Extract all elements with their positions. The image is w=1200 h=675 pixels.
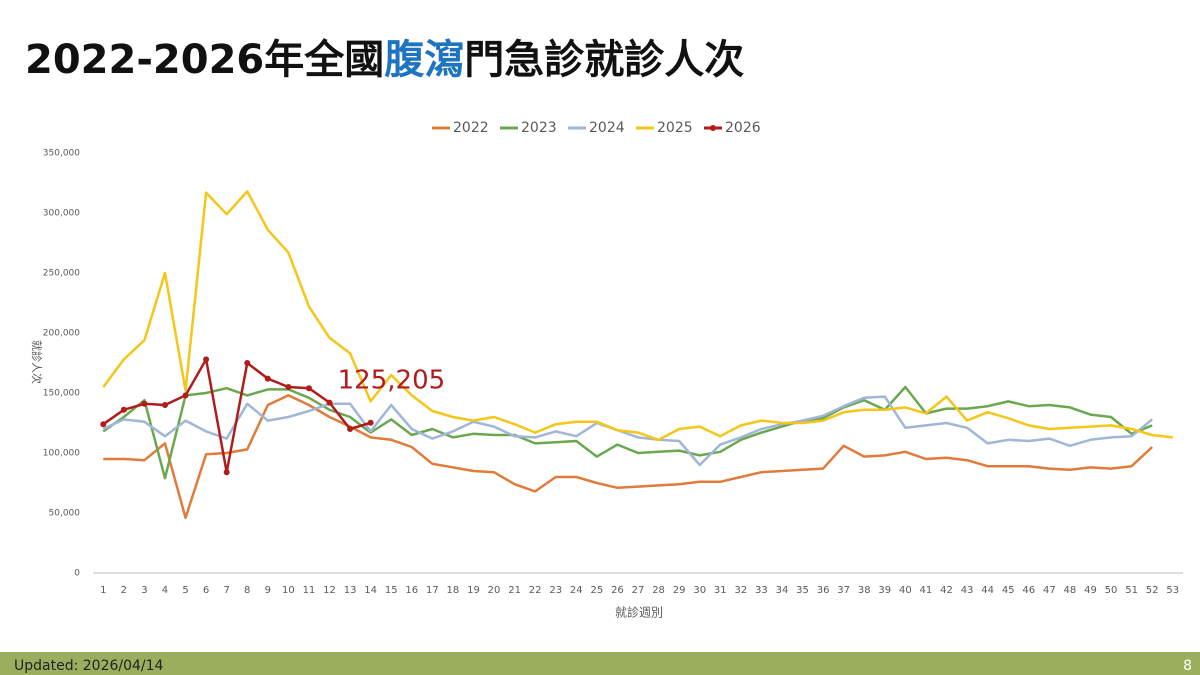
x-tick-label: 33	[755, 585, 768, 596]
x-tick-label: 11	[303, 585, 316, 596]
x-tick-label: 20	[488, 585, 501, 596]
y-tick-label: 350,000	[43, 149, 80, 159]
x-tick-label: 35	[796, 585, 809, 596]
y-tick-label: 250,000	[43, 269, 80, 279]
point	[285, 384, 292, 390]
x-tick-label: 15	[385, 585, 398, 596]
x-tick-label: 38	[858, 585, 871, 596]
x-tick-label: 8	[244, 585, 250, 596]
x-tick-label: 4	[162, 585, 168, 596]
x-tick-label: 46	[1022, 585, 1035, 596]
x-tick-label: 5	[182, 585, 188, 596]
x-tick-label: 7	[223, 585, 229, 596]
x-tick-label: 51	[1125, 585, 1138, 596]
point	[203, 356, 210, 363]
x-tick-label: 3	[141, 585, 147, 596]
x-tick-label: 6	[203, 585, 209, 596]
x-tick-label: 1	[100, 585, 106, 596]
x-tick-label: 25	[591, 585, 604, 596]
x-tick-label: 43	[961, 585, 974, 596]
x-tick-label: 37	[837, 585, 850, 596]
point	[367, 419, 374, 426]
series-line	[102, 190, 1173, 442]
x-tick-label: 50	[1105, 585, 1118, 596]
data-label: 125,205	[338, 365, 446, 395]
x-tick-label: 16	[405, 585, 418, 596]
x-tick-label: 13	[344, 585, 357, 596]
point	[120, 406, 127, 413]
x-axis-label: 就診週別	[615, 605, 663, 620]
point	[347, 426, 354, 432]
legend-label: 2022	[453, 120, 489, 136]
series-line	[102, 358, 372, 474]
x-tick-label: 39	[878, 585, 891, 596]
y-tick-label: 100,000	[43, 449, 80, 459]
x-tick-label: 40	[899, 585, 912, 596]
point	[141, 400, 148, 407]
x-tick-label: 12	[323, 585, 336, 596]
point	[305, 385, 312, 392]
x-tick-label: 10	[282, 585, 295, 596]
x-tick-label: 47	[1043, 585, 1056, 596]
x-tick-label: 36	[817, 585, 830, 596]
point	[100, 421, 107, 428]
y-axis-label: 就診人次	[30, 340, 44, 384]
y-tick-label: 0	[74, 569, 80, 579]
y-tick-label: 150,000	[43, 389, 80, 399]
x-tick-label: 21	[508, 585, 521, 596]
x-tick-label: 32	[734, 585, 747, 596]
x-tick-label: 41	[920, 585, 933, 596]
x-tick-label: 29	[673, 585, 686, 596]
point	[182, 392, 189, 399]
x-tick-label: 24	[570, 585, 583, 596]
x-tick-label: 22	[529, 585, 542, 596]
legend-marker	[710, 125, 716, 131]
point	[244, 360, 251, 366]
y-tick-label: 50,000	[49, 509, 81, 519]
x-tick-label: 53	[1166, 585, 1179, 596]
x-tick-label: 44	[981, 585, 994, 596]
x-tick-label: 48	[1064, 585, 1077, 596]
x-tick-label: 31	[714, 585, 727, 596]
x-tick-label: 42	[940, 585, 953, 596]
x-tick-label: 26	[611, 585, 624, 596]
y-tick-label: 300,000	[43, 209, 80, 219]
series-line	[102, 385, 1153, 480]
x-tick-label: 34	[776, 585, 789, 596]
point	[161, 402, 168, 408]
legend-label: 2024	[589, 120, 625, 136]
legend-label: 2025	[657, 120, 693, 136]
point	[264, 375, 271, 382]
footer-bar	[0, 652, 1200, 675]
x-tick-label: 2	[121, 585, 127, 596]
legend-label: 2023	[521, 120, 557, 136]
x-tick-label: 28	[652, 585, 665, 596]
x-tick-label: 9	[265, 585, 271, 596]
y-tick-label: 200,000	[43, 329, 80, 339]
point	[326, 399, 333, 406]
x-tick-label: 18	[447, 585, 460, 596]
x-tick-label: 49	[1084, 585, 1097, 596]
x-tick-label: 45	[1002, 585, 1015, 596]
x-tick-label: 23	[549, 585, 562, 596]
title-part: 門急診就診人次	[464, 37, 744, 83]
x-tick-label: 19	[467, 585, 480, 596]
x-tick-label: 27	[632, 585, 645, 596]
page-number: 8	[1183, 658, 1192, 674]
series-line	[102, 395, 1153, 467]
x-tick-label: 14	[364, 585, 377, 596]
series-line	[103, 394, 1154, 520]
title-part: 腹瀉	[384, 37, 464, 83]
slide-title: 2022-2026年全國腹瀉門急診就診人次	[25, 37, 744, 83]
x-tick-label: 52	[1146, 585, 1159, 596]
x-tick-label: 30	[693, 585, 706, 596]
legend-label: 2026	[725, 120, 761, 136]
title-part: 2022-2026年全國	[25, 37, 384, 83]
x-tick-label: 17	[426, 585, 439, 596]
updated: Updated: 2026/04/14	[14, 658, 164, 674]
point	[223, 469, 230, 476]
